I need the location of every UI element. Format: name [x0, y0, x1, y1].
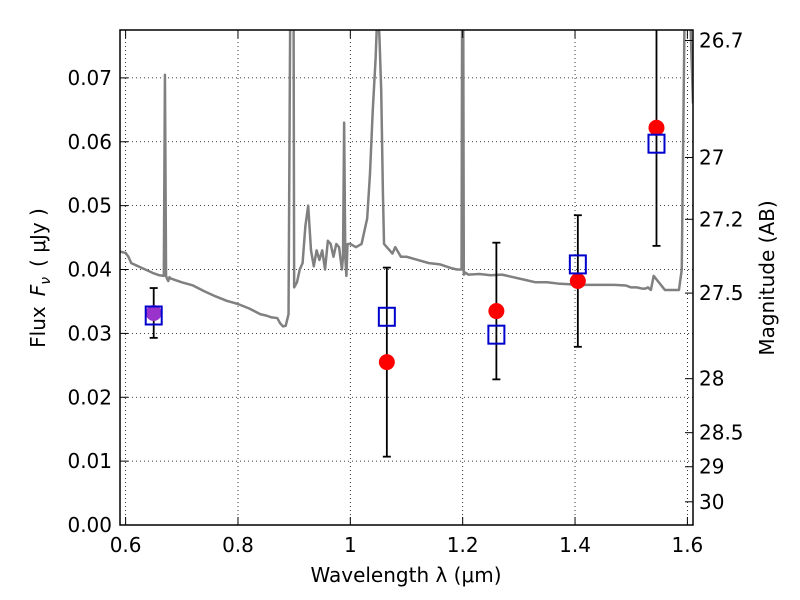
x-tick-label: 1.4: [559, 533, 591, 557]
model-point: [568, 254, 587, 275]
x-tick-label: 1.2: [447, 533, 479, 557]
y-tick-label: 0.00: [67, 513, 112, 537]
observed-point: [145, 304, 162, 321]
model-point: [377, 306, 396, 327]
y-axis-label-unit: ( μJy ): [26, 208, 50, 267]
y2-axis-label: Magnitude (AB): [755, 200, 779, 355]
y-axis-label: Flux Fν ( μJy ): [26, 208, 54, 348]
magnitude-tick-label: 27.2: [699, 207, 744, 231]
tick-labels: 0.6 0.8 1 1.2 1.4 1.6 0.00 0.01 0.02 0.03 0.04 0.05…: [67, 28, 743, 557]
y-axis-label-subscript: ν: [38, 277, 54, 285]
model-points-layer: [144, 133, 666, 345]
observed-point: [488, 303, 505, 320]
magnitude-tick-label: 26.7: [699, 28, 744, 52]
x-tick-label: 0.8: [222, 533, 254, 557]
model-point: [144, 305, 163, 326]
model-point: [647, 133, 666, 154]
magnitude-tick-label: 28: [699, 367, 724, 391]
y-axis-label-symbol: F: [26, 284, 50, 296]
grid: [120, 30, 693, 526]
observed-point: [569, 273, 586, 290]
ticks: [120, 30, 693, 526]
magnitude-tick-label: 30: [699, 490, 724, 514]
y-tick-label: 0.01: [67, 449, 112, 473]
y-tick-label: 0.06: [67, 130, 112, 154]
observed-point: [378, 354, 395, 371]
magnitude-tick-label: 28.5: [699, 421, 744, 445]
x-tick-label: 1: [344, 533, 357, 557]
y-tick-label: 0.05: [67, 194, 112, 218]
x-tick-label: 1.6: [671, 533, 703, 557]
y-axis-label-prefix: Flux: [26, 306, 50, 348]
magnitude-tick-label: 27: [699, 145, 724, 169]
observed-points-layer: [145, 119, 665, 371]
plot-frame: [119, 29, 694, 526]
plot-background: [120, 30, 693, 525]
x-tick-label: 0.6: [110, 533, 142, 557]
observed-point: [648, 119, 665, 136]
magnitude-tick-label: 27.5: [699, 281, 744, 305]
y-tick-label: 0.04: [67, 258, 112, 282]
model-point: [487, 324, 506, 345]
y-tick-label: 0.03: [67, 321, 112, 345]
y-tick-label: 0.07: [67, 66, 112, 90]
y-tick-label: 0.02: [67, 385, 112, 409]
magnitude-tick-label: 29: [699, 455, 724, 479]
x-axis-label: Wavelength λ (μm): [310, 563, 501, 587]
